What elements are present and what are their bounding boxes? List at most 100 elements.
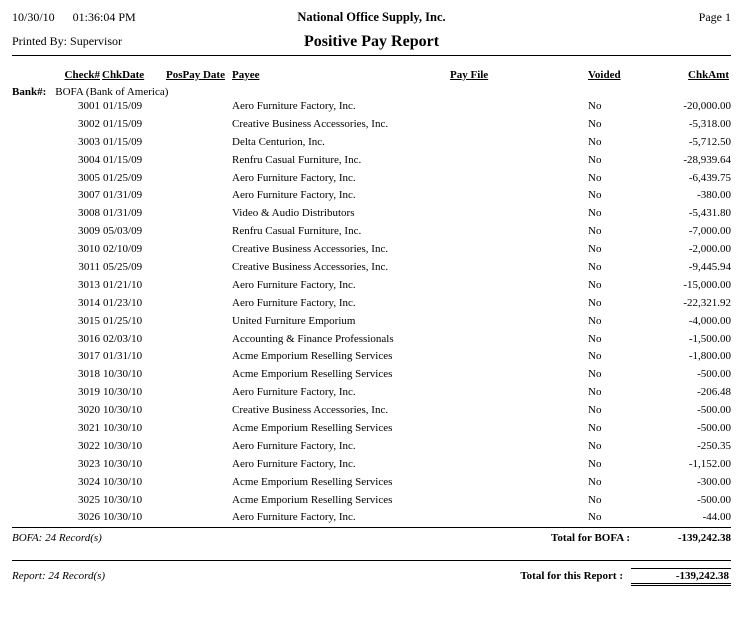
pay-file-cell bbox=[450, 223, 588, 241]
check-amount-cell: -1,800.00 bbox=[688, 350, 731, 363]
check-number-cell: 3018 bbox=[78, 368, 100, 381]
table-row: 3007 01/31/09 Aero Furniture Factory, In… bbox=[12, 187, 731, 205]
table-row: 3026 10/30/10 Aero Furniture Factory, In… bbox=[12, 509, 731, 527]
check-number-cell: 3024 bbox=[78, 475, 100, 488]
voided-cell: No bbox=[588, 296, 602, 309]
check-amount-cell: -300.00 bbox=[697, 475, 731, 488]
pospay-date-cell bbox=[166, 384, 232, 402]
check-date-cell: 10/30/10 bbox=[103, 386, 143, 399]
check-date-cell: 10/30/10 bbox=[103, 475, 143, 488]
pospay-date-cell bbox=[166, 152, 232, 170]
check-number-cell: 3021 bbox=[78, 422, 100, 435]
voided-cell: No bbox=[588, 493, 602, 506]
voided-cell: No bbox=[588, 457, 602, 470]
check-number-cell: 3014 bbox=[78, 296, 100, 309]
voided-cell: No bbox=[588, 189, 602, 202]
report-total-label: Total for this Report : bbox=[520, 570, 623, 583]
pay-file-cell bbox=[450, 456, 588, 474]
bank-name: BOFA (Bank of America) bbox=[55, 86, 169, 98]
check-date-cell: 01/15/09 bbox=[103, 117, 143, 130]
column-header-chkamt: ChkAmt bbox=[688, 69, 729, 81]
check-amount-cell: -500.00 bbox=[697, 493, 731, 506]
check-amount-cell: -500.00 bbox=[697, 404, 731, 417]
voided-cell: No bbox=[588, 386, 602, 399]
pay-file-cell bbox=[450, 366, 588, 384]
pospay-date-cell bbox=[166, 116, 232, 134]
voided-cell: No bbox=[588, 171, 602, 184]
table-row: 3018 10/30/10 Acme Emporium Reselling Se… bbox=[12, 366, 731, 384]
check-number-cell: 3020 bbox=[78, 404, 100, 417]
pospay-date-cell bbox=[166, 420, 232, 438]
table-row: 3020 10/30/10 Creative Business Accessor… bbox=[12, 402, 731, 420]
bank-group-header: Bank#: BOFA (Bank of America) bbox=[12, 86, 731, 98]
check-date-cell: 01/25/09 bbox=[103, 171, 143, 184]
check-amount-cell: -250.35 bbox=[697, 439, 731, 452]
table-row: 3019 10/30/10 Aero Furniture Factory, In… bbox=[12, 384, 731, 402]
payee-cell: Acme Emporium Reselling Services bbox=[232, 350, 393, 363]
printed-by-label: Printed By: bbox=[12, 34, 68, 48]
pay-file-cell bbox=[450, 134, 588, 152]
column-header-payfile: Pay File bbox=[450, 69, 489, 81]
check-date-cell: 10/30/10 bbox=[103, 511, 143, 524]
pay-file-cell bbox=[450, 277, 588, 295]
bank-total-label: Total for BOFA : bbox=[551, 532, 630, 545]
table-row: 3015 01/25/10 United Furniture Emporium … bbox=[12, 313, 731, 331]
payee-cell: Creative Business Accessories, Inc. bbox=[232, 404, 389, 417]
table-row: 3024 10/30/10 Acme Emporium Reselling Se… bbox=[12, 474, 731, 492]
table-row: 3011 05/25/09 Creative Business Accessor… bbox=[12, 259, 731, 277]
table-row: 3009 05/03/09 Renfru Casual Furniture, I… bbox=[12, 223, 731, 241]
pospay-date-cell bbox=[166, 402, 232, 420]
payee-cell: Acme Emporium Reselling Services bbox=[232, 475, 393, 488]
report-header: 10/30/10 01:36:04 PM Printed By: Supervis… bbox=[12, 10, 731, 51]
check-number-cell: 3011 bbox=[78, 261, 100, 274]
check-amount-cell: -28,939.64 bbox=[683, 153, 731, 166]
check-number-cell: 3009 bbox=[78, 225, 100, 238]
voided-cell: No bbox=[588, 207, 602, 220]
check-date-cell: 01/31/09 bbox=[103, 189, 143, 202]
pay-file-cell bbox=[450, 205, 588, 223]
voided-cell: No bbox=[588, 368, 602, 381]
pay-file-cell bbox=[450, 492, 588, 510]
table-row: 3004 01/15/09 Renfru Casual Furniture, I… bbox=[12, 152, 731, 170]
pospay-date-cell bbox=[166, 223, 232, 241]
payee-cell: Aero Furniture Factory, Inc. bbox=[232, 171, 356, 184]
company-name: National Office Supply, Inc. bbox=[297, 10, 446, 24]
voided-cell: No bbox=[588, 243, 602, 256]
check-amount-cell: -20,000.00 bbox=[683, 100, 731, 112]
column-headers: Check# ChkDate PosPay Date Payee Pay Fil… bbox=[12, 69, 731, 81]
pay-file-cell bbox=[450, 152, 588, 170]
check-amount-cell: -206.48 bbox=[697, 386, 731, 399]
pospay-date-cell bbox=[166, 134, 232, 152]
pay-file-cell bbox=[450, 98, 588, 116]
print-time: 01:36:04 PM bbox=[72, 10, 136, 24]
check-date-cell: 01/15/09 bbox=[103, 153, 143, 166]
table-row: 3002 01/15/09 Creative Business Accessor… bbox=[12, 116, 731, 134]
payee-cell: Creative Business Accessories, Inc. bbox=[232, 243, 389, 256]
voided-cell: No bbox=[588, 439, 602, 452]
check-date-cell: 01/21/10 bbox=[103, 278, 143, 291]
header-center: National Office Supply, Inc. Positive Pa… bbox=[297, 10, 445, 51]
table-row: 3021 10/30/10 Acme Emporium Reselling Se… bbox=[12, 420, 731, 438]
check-number-cell: 3013 bbox=[78, 278, 100, 291]
pay-file-cell bbox=[450, 348, 588, 366]
pospay-date-cell bbox=[166, 348, 232, 366]
pospay-date-cell bbox=[166, 241, 232, 259]
payee-cell: Aero Furniture Factory, Inc. bbox=[232, 100, 356, 112]
report-total-amount: -139,242.38 bbox=[631, 568, 731, 587]
check-number-cell: 3015 bbox=[78, 314, 100, 327]
check-amount-cell: -500.00 bbox=[697, 368, 731, 381]
check-date-cell: 01/31/09 bbox=[103, 207, 143, 220]
check-date-cell: 10/30/10 bbox=[103, 439, 143, 452]
check-date-cell: 01/15/09 bbox=[103, 135, 143, 148]
pay-file-cell bbox=[450, 259, 588, 277]
payee-cell: Renfru Casual Furniture, Inc. bbox=[232, 153, 362, 166]
table-row: 3001 01/15/09 Aero Furniture Factory, In… bbox=[12, 98, 731, 116]
pay-file-cell bbox=[450, 241, 588, 259]
payee-cell: Video & Audio Distributors bbox=[232, 207, 355, 220]
pay-file-cell bbox=[450, 402, 588, 420]
voided-cell: No bbox=[588, 117, 602, 130]
bank-total-line: BOFA: 24 Record(s) Total for BOFA : -139… bbox=[12, 528, 731, 544]
check-amount-cell: -1,152.00 bbox=[688, 457, 731, 470]
check-number-cell: 3023 bbox=[78, 457, 100, 470]
column-header-pospay-date: PosPay Date bbox=[166, 69, 225, 81]
